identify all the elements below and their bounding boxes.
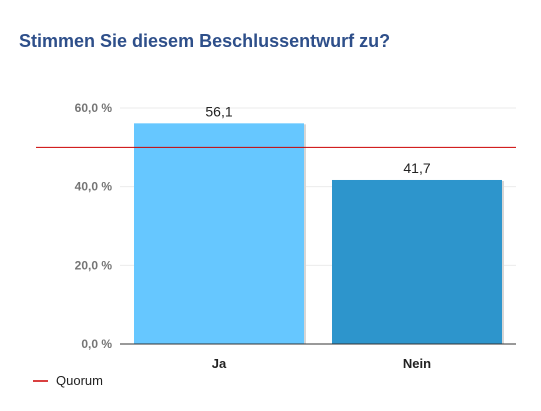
y-tick-label: 20,0 % <box>75 258 113 272</box>
y-tick-label: 0,0 % <box>81 337 112 351</box>
legend-label-quorum: Quorum <box>56 373 103 388</box>
x-category-label: Ja <box>212 356 227 371</box>
data-label: 41,7 <box>403 160 430 176</box>
x-category-label: Nein <box>403 356 431 371</box>
bar-ja <box>134 123 304 344</box>
chart-title: Stimmen Sie diesem Beschlussentwurf zu? <box>19 31 391 51</box>
y-tick-label: 60,0 % <box>75 101 113 115</box>
data-label: 56,1 <box>205 103 232 119</box>
bar-nein <box>332 179 502 344</box>
y-tick-label: 40,0 % <box>75 180 113 194</box>
